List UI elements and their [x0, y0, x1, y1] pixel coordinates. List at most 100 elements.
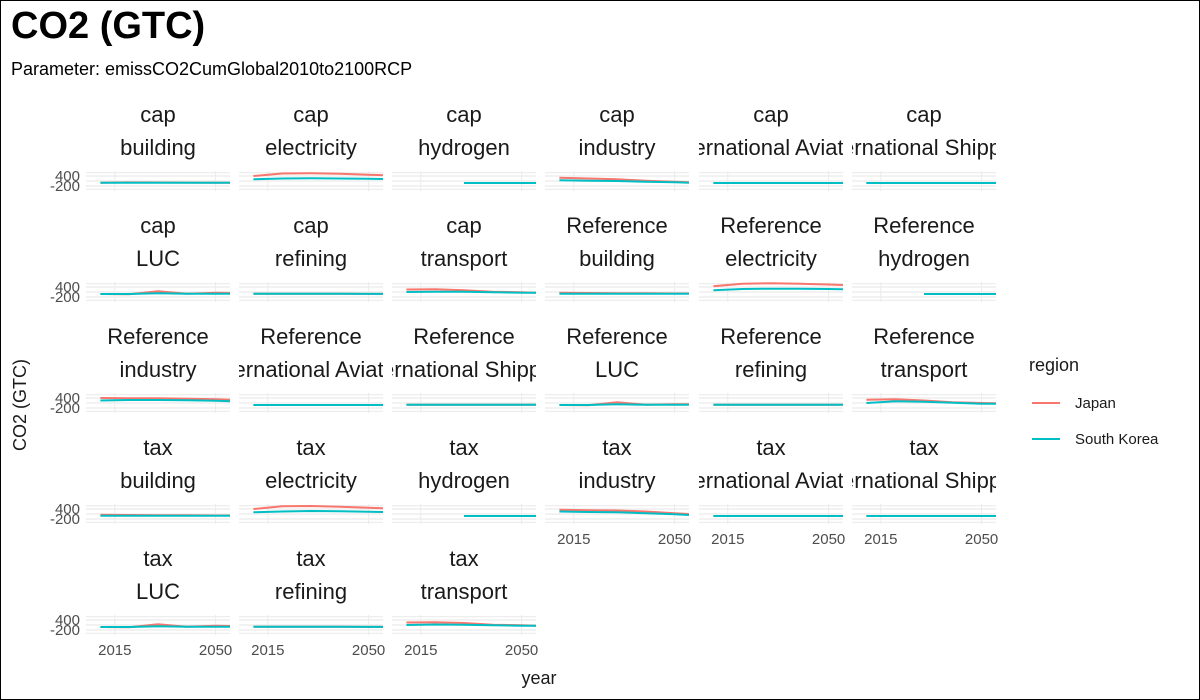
series-line-south-korea [100, 399, 231, 403]
x-tick-label: 2015 [711, 531, 744, 548]
strip-label-scenario: Reference [566, 213, 668, 238]
strip-label-scenario: cap [906, 102, 941, 127]
strip-label-scenario: Reference [260, 324, 362, 349]
y-tick-label: -200 [50, 511, 80, 528]
y-tick-label: 400 [55, 612, 80, 629]
y-axis-title: CO2 (GTC) [10, 359, 30, 451]
strip-label-sector: transport [881, 357, 968, 382]
series-line-south-korea [406, 623, 537, 627]
series-line-south-korea [866, 400, 997, 405]
series-line-south-korea [253, 177, 384, 181]
series-line-japan [100, 397, 231, 401]
series-line-south-korea [406, 290, 537, 294]
strip-label-scenario: tax [449, 435, 478, 460]
strip-label-sector: International Shipping [818, 135, 1031, 160]
strip-label-scenario: Reference [413, 324, 515, 349]
series-line-japan [713, 282, 844, 288]
strip-label-scenario: Reference [107, 324, 209, 349]
y-tick-label: -200 [50, 400, 80, 417]
strip-label-scenario: Reference [720, 213, 822, 238]
strip-label-scenario: Reference [566, 324, 668, 349]
x-tick-label: 2015 [98, 642, 131, 659]
strip-label-sector: LUC [136, 246, 180, 271]
strip-label-sector: LUC [595, 357, 639, 382]
strip-label-scenario: cap [140, 213, 175, 238]
series-line-japan [253, 505, 384, 510]
legend-label: Japan [1075, 395, 1116, 412]
y-tick-label: -200 [50, 289, 80, 306]
strip-label-sector: refining [275, 579, 347, 604]
strip-label-sector: transport [421, 579, 508, 604]
strip-label-scenario: tax [602, 435, 631, 460]
series-line-south-korea [559, 403, 689, 406]
strip-label-sector: electricity [725, 246, 817, 271]
strip-label-sector: electricity [265, 135, 357, 160]
series-line-south-korea [713, 287, 844, 292]
strip-label-sector: building [120, 135, 196, 160]
strip-label-sector: industry [119, 357, 196, 382]
x-tick-label: 2015 [864, 531, 897, 548]
strip-label-sector: International Aviation [669, 468, 873, 493]
strip-label-sector: International Aviation [209, 357, 413, 382]
strip-label-scenario: cap [446, 213, 481, 238]
strip-label-sector: electricity [265, 468, 357, 493]
strip-label-scenario: cap [599, 102, 634, 127]
x-tick-label: 2050 [658, 531, 691, 548]
x-tick-label: 2050 [505, 642, 538, 659]
x-tick-label: 2015 [251, 642, 284, 659]
strip-label-scenario: Reference [720, 324, 822, 349]
strip-label-sector: International Aviation [669, 135, 873, 160]
strip-label-sector: refining [275, 246, 347, 271]
y-tick-label: -200 [50, 178, 80, 195]
y-tick-label: -200 [50, 622, 80, 639]
strip-label-scenario: Reference [873, 213, 975, 238]
strip-label-scenario: cap [293, 213, 328, 238]
series-line-south-korea [253, 510, 384, 514]
strip-label-scenario: cap [446, 102, 481, 127]
chart-title: CO2 (GTC) [11, 5, 206, 47]
y-tick-label: 400 [55, 279, 80, 296]
y-tick-label: 400 [55, 390, 80, 407]
series-line-south-korea [559, 179, 690, 184]
strip-label-scenario: tax [143, 546, 172, 571]
strip-label-scenario: cap [140, 102, 175, 127]
series-line-japan [253, 172, 384, 177]
series-line-south-korea [100, 292, 230, 295]
series-line-south-korea [559, 510, 690, 516]
strip-label-sector: hydrogen [418, 468, 510, 493]
strip-label-sector: International Shipping [818, 468, 1031, 493]
strip-label-scenario: Reference [873, 324, 975, 349]
strip-label-sector: building [120, 468, 196, 493]
strip-label-sector: industry [578, 468, 655, 493]
strip-label-sector: LUC [136, 579, 180, 604]
strip-label-sector: hydrogen [418, 135, 510, 160]
strip-label-scenario: tax [449, 546, 478, 571]
strip-label-scenario: cap [293, 102, 328, 127]
legend-title: region [1029, 355, 1079, 375]
legend-label: South Korea [1075, 431, 1159, 448]
strip-label-scenario: tax [756, 435, 785, 460]
x-axis-title: year [521, 668, 556, 688]
x-tick-label: 2050 [199, 642, 232, 659]
series-line-japan [559, 508, 690, 515]
strip-label-sector: industry [578, 135, 655, 160]
x-tick-label: 2050 [812, 531, 845, 548]
strip-label-sector: refining [735, 357, 807, 382]
y-tick-label: 400 [55, 168, 80, 185]
y-tick-label: 400 [55, 501, 80, 518]
x-tick-label: 2050 [965, 531, 998, 548]
strip-label-sector: International Shipping [358, 357, 571, 382]
strip-label-sector: transport [421, 246, 508, 271]
x-tick-label: 2015 [557, 531, 590, 548]
chart-subtitle: Parameter: emissCO2CumGlobal2010to2100RC… [11, 59, 413, 79]
strip-label-sector: building [579, 246, 655, 271]
series-line-south-korea [100, 625, 230, 628]
strip-label-scenario: tax [296, 546, 325, 571]
strip-label-scenario: cap [753, 102, 788, 127]
strip-label-scenario: tax [296, 435, 325, 460]
strip-label-scenario: tax [143, 435, 172, 460]
strip-label-scenario: tax [909, 435, 938, 460]
x-tick-label: 2015 [404, 642, 437, 659]
strip-label-sector: hydrogen [878, 246, 970, 271]
